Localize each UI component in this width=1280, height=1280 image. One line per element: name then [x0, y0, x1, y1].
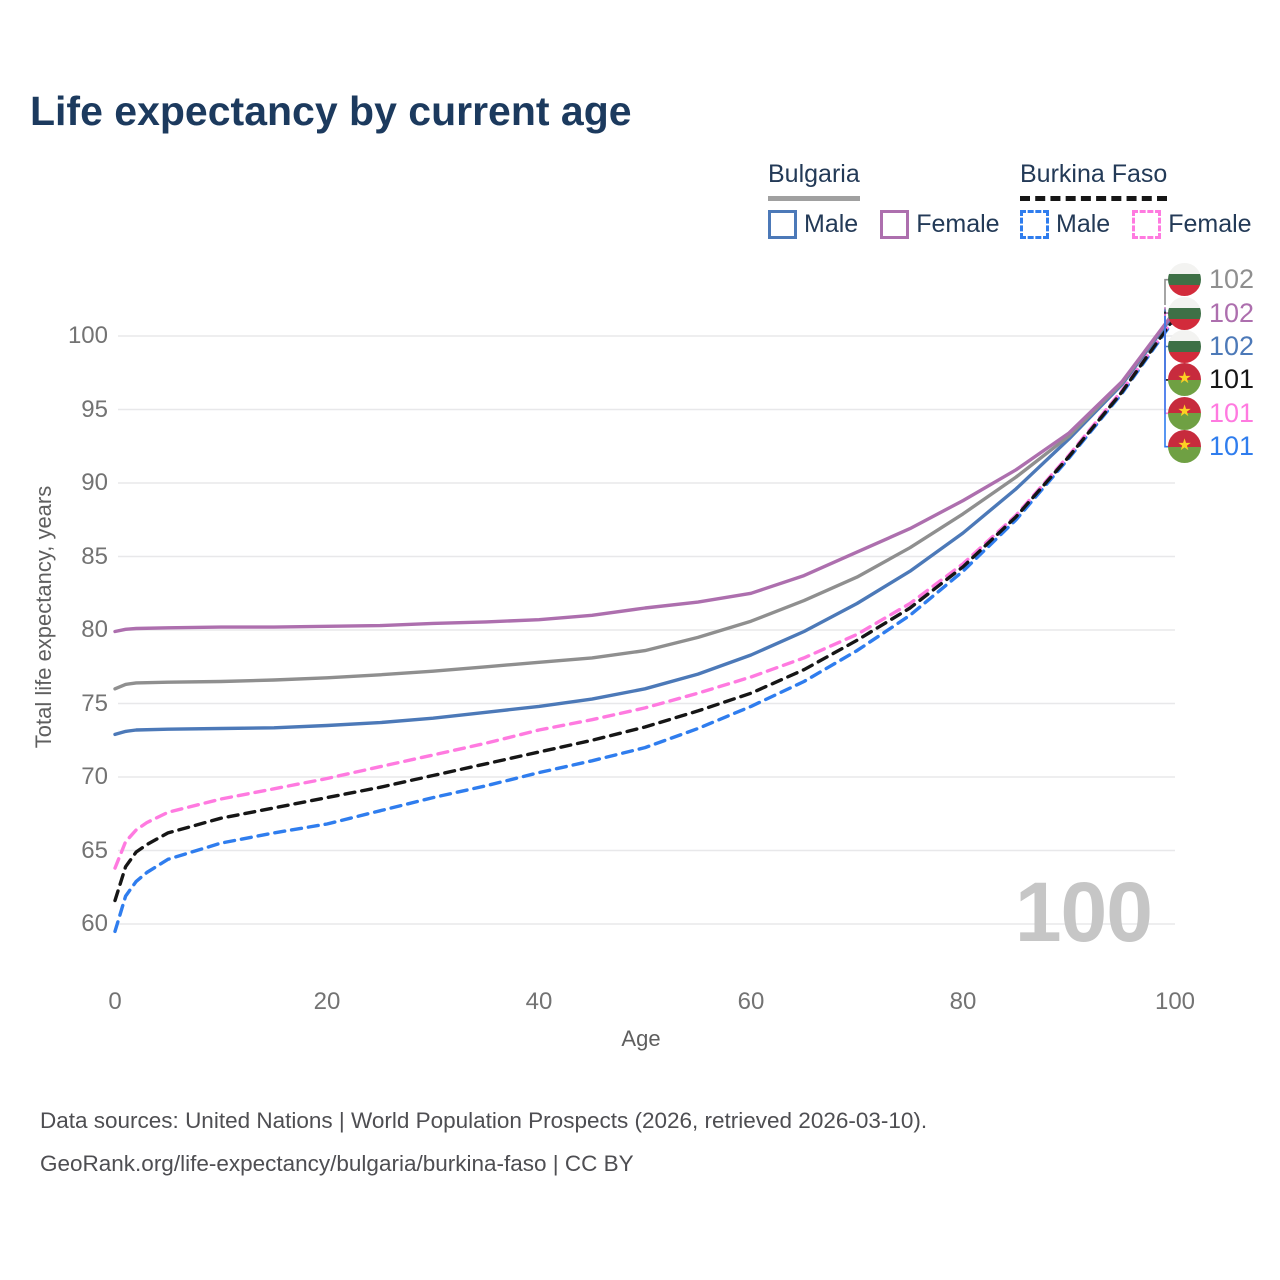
- y-tick-label: 85: [81, 542, 108, 570]
- bulgaria-flag-icon: [1168, 263, 1201, 297]
- star-icon: ★: [1177, 370, 1192, 388]
- x-tick-label: 0: [108, 988, 122, 1015]
- x-tick-label: 100: [1154, 988, 1196, 1015]
- star-icon: ★: [1177, 436, 1192, 454]
- series-line-bulgaria-female[interactable]: [113, 309, 1177, 634]
- legend-item-burkina-faso-female[interactable]: Female: [1132, 210, 1252, 239]
- x-tick-label: 80: [949, 988, 977, 1015]
- series-end-labels: 102 102 102 ★ 101 ★ 101 ★ 101: [1168, 263, 1255, 464]
- burkina-faso-flag-icon: ★: [1168, 430, 1201, 464]
- series-line-bulgaria-male[interactable]: [113, 310, 1177, 737]
- burkina-faso-male-line-swatch-icon: [1020, 210, 1049, 239]
- page-title: Life expectancy by current age: [30, 88, 632, 134]
- end-label-row: ★ 101: [1168, 430, 1255, 464]
- footer-attribution: GeoRank.org/life-expectancy/bulgaria/bur…: [40, 1151, 634, 1176]
- y-tick-label: 90: [81, 469, 108, 496]
- burkina-faso-female-line-swatch-icon: [1132, 210, 1162, 239]
- bulgaria-male-line-swatch-icon: [768, 210, 797, 239]
- end-value-label: 102: [1209, 330, 1255, 361]
- end-value-label: 101: [1209, 364, 1255, 395]
- legend-item-burkina-faso-male[interactable]: Male: [1020, 210, 1110, 239]
- series-line-burkina-faso-both[interactable]: [113, 315, 1177, 903]
- bulgaria-female-line-swatch-icon: [880, 210, 910, 239]
- y-tick-label: 100: [67, 322, 108, 349]
- bulgaria-flag-icon: [1168, 296, 1201, 330]
- legend-item-bulgaria-female[interactable]: Female: [880, 210, 1000, 239]
- end-label-row: ★ 101: [1168, 363, 1255, 397]
- y-tick-label: 75: [81, 689, 108, 717]
- y-tick-label: 95: [81, 395, 108, 423]
- legend-label: Female: [916, 210, 1000, 238]
- bulgaria-flag-icon: [1168, 329, 1201, 363]
- star-icon: ★: [1177, 403, 1192, 421]
- footer-data-sources: Data sources: United Nations | World Pop…: [40, 1108, 928, 1133]
- x-tick-label: 20: [313, 988, 341, 1015]
- end-value-label: 102: [1209, 264, 1255, 295]
- end-value-label: 101: [1209, 431, 1255, 462]
- end-value-label: 102: [1209, 297, 1255, 328]
- burkina-faso-flag-icon: ★: [1168, 363, 1201, 397]
- end-value-label: 101: [1209, 397, 1255, 428]
- legend-label: Male: [804, 210, 859, 238]
- end-label-row: 102: [1168, 296, 1255, 330]
- y-tick-label: 60: [81, 910, 108, 937]
- legend-label: Male: [1056, 210, 1111, 238]
- end-label-row: 102: [1168, 263, 1255, 297]
- legend-group-bulgaria: Bulgaria Male Female: [768, 160, 1000, 239]
- y-tick-label: 80: [81, 616, 108, 643]
- legend-group-burkina-faso: Burkina Faso Male Female: [1020, 160, 1252, 239]
- series-line-burkina-faso-male[interactable]: [113, 316, 1177, 934]
- end-label-row: 102: [1168, 329, 1255, 363]
- series-line-bulgaria-both[interactable]: [113, 309, 1177, 691]
- x-tick-label: 40: [525, 988, 553, 1015]
- series-line-burkina-faso-female[interactable]: [113, 315, 1177, 870]
- legend-label: Female: [1168, 210, 1252, 238]
- y-axis-title: Total life expectancy, years: [31, 485, 56, 749]
- legend-country-burkina-faso[interactable]: Burkina Faso: [1020, 160, 1168, 201]
- y-tick-label: 65: [81, 836, 108, 864]
- end-label-row: ★ 101: [1168, 396, 1255, 430]
- burkina-faso-flag-icon: ★: [1168, 396, 1201, 430]
- y-tick-label: 70: [81, 763, 108, 790]
- x-axis-title: Age: [621, 1026, 661, 1051]
- legend-country-bulgaria[interactable]: Bulgaria: [768, 160, 860, 201]
- legend-item-bulgaria-male[interactable]: Male: [768, 210, 858, 239]
- footer: Data sources: United Nations | World Pop…: [40, 1106, 927, 1178]
- x-tick-label: 60: [737, 988, 765, 1015]
- current-age-watermark: 100: [1014, 865, 1153, 959]
